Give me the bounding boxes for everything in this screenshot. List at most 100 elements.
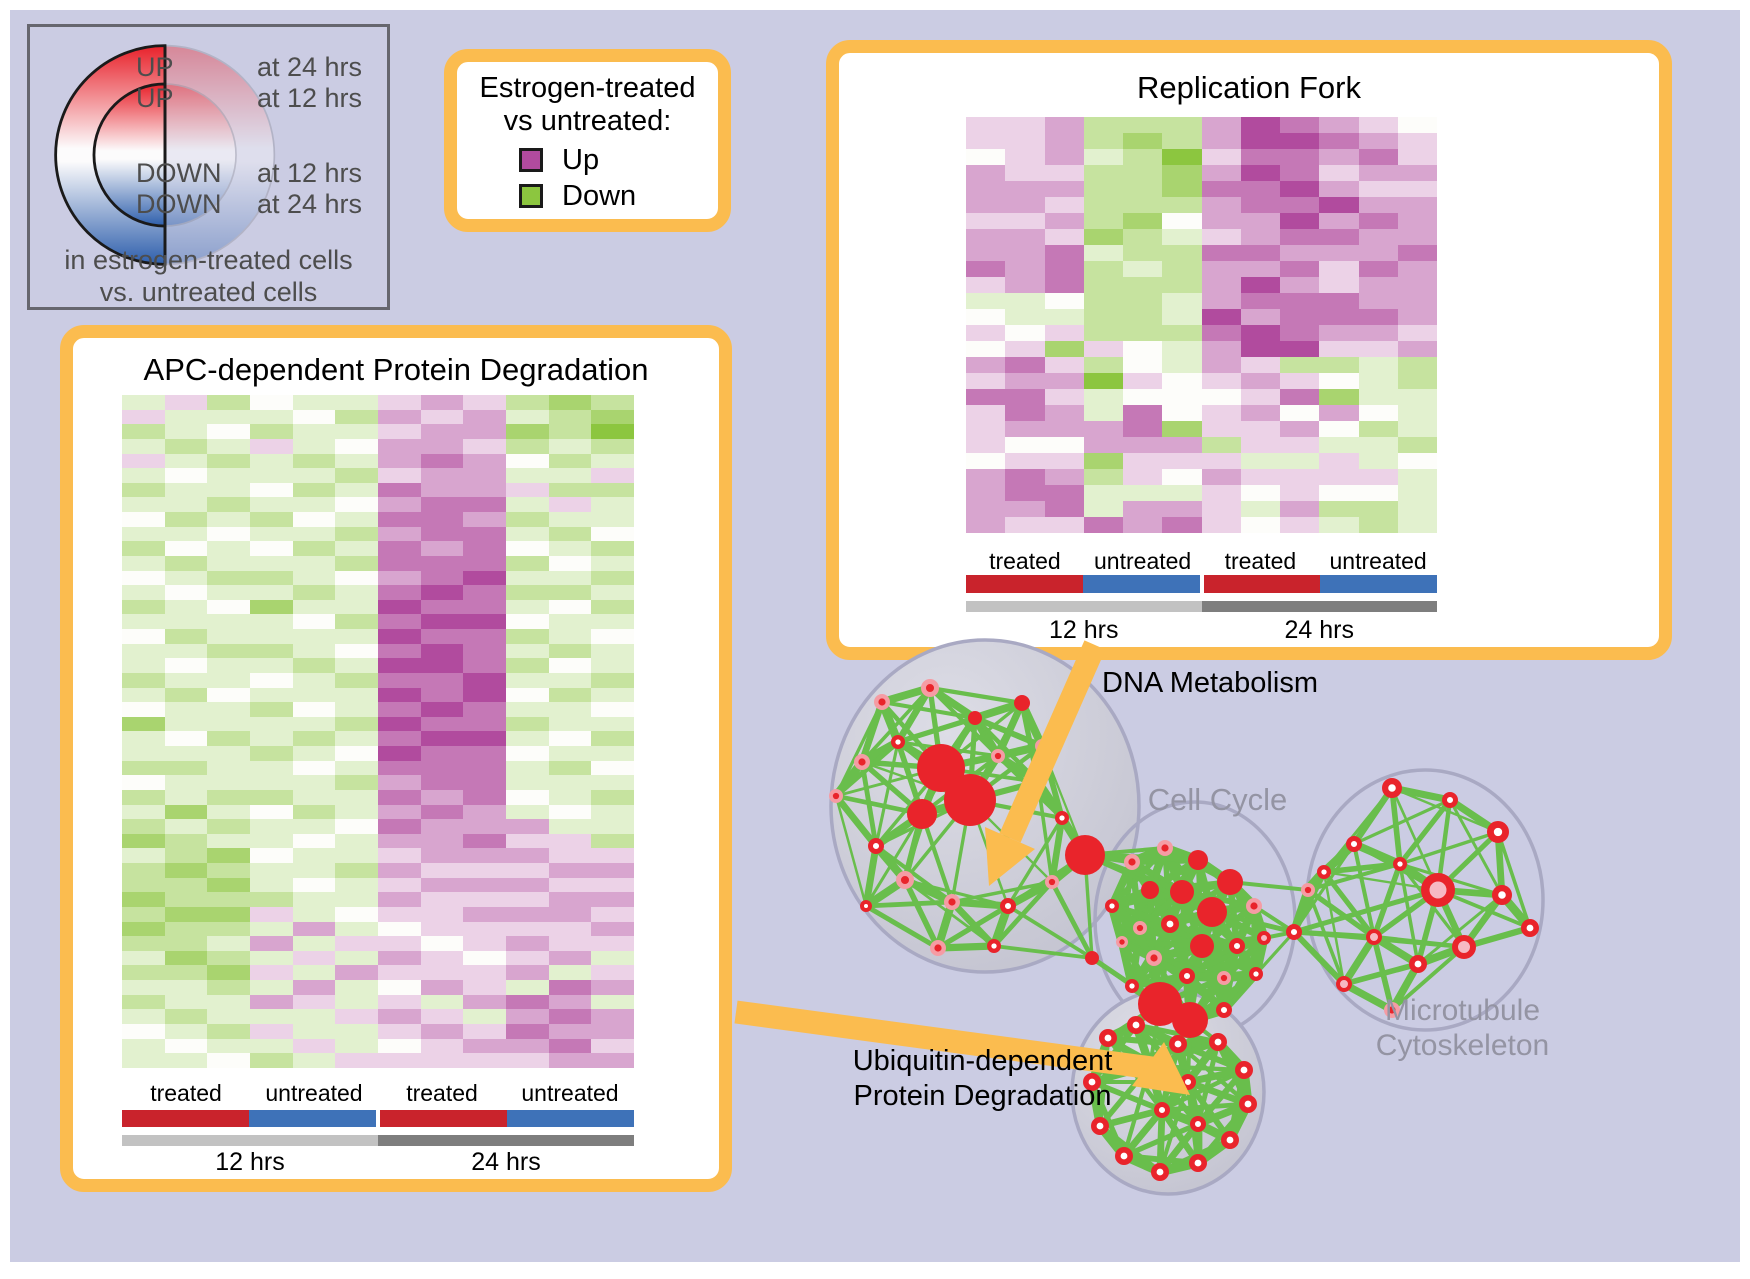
heatmap-cell — [378, 760, 421, 776]
network-edge — [1184, 1078, 1252, 1108]
heatmap-cell — [1201, 453, 1241, 469]
heatmap-cell — [1162, 149, 1202, 165]
heatmap-cell — [966, 405, 1006, 421]
heatmap-cell — [463, 833, 507, 849]
heatmap-cell — [335, 980, 379, 995]
heatmap-cell — [591, 1023, 635, 1039]
heatmap-cell — [548, 541, 592, 556]
heatmap-cell — [420, 731, 464, 746]
heatmap-cell — [506, 482, 549, 498]
network-node — [890, 734, 905, 749]
heatmap-cell — [1044, 341, 1084, 357]
heatmap-cell — [1162, 485, 1202, 501]
heatmap-cell — [1162, 213, 1202, 229]
network-edge — [934, 898, 956, 952]
heatmap-cell — [420, 585, 464, 600]
heatmap-row — [966, 421, 1437, 437]
group-label-untreated-12: untreated — [1094, 548, 1192, 574]
network-edge — [1306, 888, 1346, 986]
heatmap-cell — [1280, 213, 1320, 229]
heatmap-cell — [463, 921, 507, 937]
heatmap-cell — [292, 906, 336, 922]
network-node — [1169, 1035, 1188, 1054]
heatmap-cell — [1358, 517, 1398, 533]
heatmap-cell — [1123, 261, 1163, 277]
heatmap-cell — [292, 570, 336, 586]
heatmap-cell — [548, 921, 592, 937]
heatmap-cell — [1123, 325, 1163, 341]
heatmap-cell — [207, 497, 251, 512]
heatmap-cell — [1240, 293, 1280, 309]
heatmap-cell — [207, 453, 251, 469]
heatmap-cell — [1083, 469, 1123, 485]
heatmap-cell — [1083, 133, 1123, 149]
apc-group-labels: treated untreated treated untreated — [122, 1080, 634, 1107]
heatmap-cell — [122, 555, 165, 571]
heatmap-cell — [378, 877, 421, 893]
heatmap-cell — [591, 453, 635, 469]
heatmap-cell — [1280, 309, 1320, 325]
heatmap-cell — [207, 848, 251, 863]
network-edge — [1156, 1120, 1202, 1176]
down-color-swatch — [519, 184, 543, 208]
heatmap-cell — [164, 819, 208, 834]
heatmap-cell — [250, 1009, 293, 1024]
network-node — [917, 744, 965, 792]
heatmap-cell — [591, 1038, 635, 1054]
group-label-treated-12: treated — [150, 1080, 222, 1106]
heatmap-cell — [420, 629, 464, 644]
heatmap-cell — [591, 906, 635, 922]
heatmap-cell — [292, 541, 336, 556]
heatmap-cell — [463, 643, 507, 659]
up-label: Up — [562, 144, 600, 176]
heatmap-cell — [292, 775, 336, 790]
heatmap-cell — [1319, 389, 1359, 405]
heatmap-cell — [292, 1038, 336, 1054]
heatmap-cell — [463, 453, 507, 469]
heatmap-cell — [420, 570, 464, 586]
network-node — [1317, 864, 1332, 879]
network-edge — [1128, 972, 1191, 990]
heatmap-cell — [1280, 117, 1320, 133]
network-edge — [1096, 1106, 1166, 1130]
untreated-bar — [1320, 575, 1437, 593]
heatmap-cell — [548, 731, 592, 746]
heatmap-cell — [506, 526, 549, 542]
heatmap-cell — [463, 819, 507, 834]
heatmap-cell — [1162, 437, 1202, 453]
heatmap-row — [966, 277, 1437, 293]
heatmap-cell — [292, 424, 336, 439]
heatmap-cell — [122, 906, 165, 922]
heatmap-cell — [420, 424, 464, 439]
heatmap-cell — [463, 1038, 507, 1054]
heatmap-cell — [548, 1009, 592, 1024]
network-node — [1188, 850, 1208, 870]
heatmap-cell — [335, 892, 379, 907]
heatmap-row — [966, 309, 1437, 325]
heatmap-cell — [164, 424, 208, 439]
heatmap-cell — [250, 892, 293, 907]
heatmap-row — [122, 541, 635, 556]
heatmap-cell — [335, 1053, 379, 1068]
network-edge — [927, 685, 1025, 706]
heatmap-cell — [548, 395, 592, 410]
heatmap-cell — [122, 512, 165, 527]
replication-condition-bar — [966, 575, 1437, 593]
treated-bar — [380, 1110, 507, 1127]
heatmap-cell — [1358, 133, 1398, 149]
heatmap-cell — [1083, 453, 1123, 469]
heatmap-row — [122, 1053, 635, 1068]
heatmap-cell — [1240, 165, 1280, 181]
heatmap-cell — [335, 468, 379, 483]
heatmap-cell — [506, 658, 549, 673]
network-node — [1151, 1163, 1170, 1182]
heatmap-cell — [122, 658, 165, 673]
heatmap-cell — [250, 716, 293, 732]
heatmap-cell — [164, 497, 208, 512]
heatmap-row — [966, 181, 1437, 197]
network-node — [1383, 1002, 1400, 1019]
heatmap-cell — [1005, 117, 1045, 133]
heatmap-row — [966, 341, 1437, 357]
heatmap-cell — [548, 555, 592, 571]
heatmap-cell — [1005, 341, 1045, 357]
